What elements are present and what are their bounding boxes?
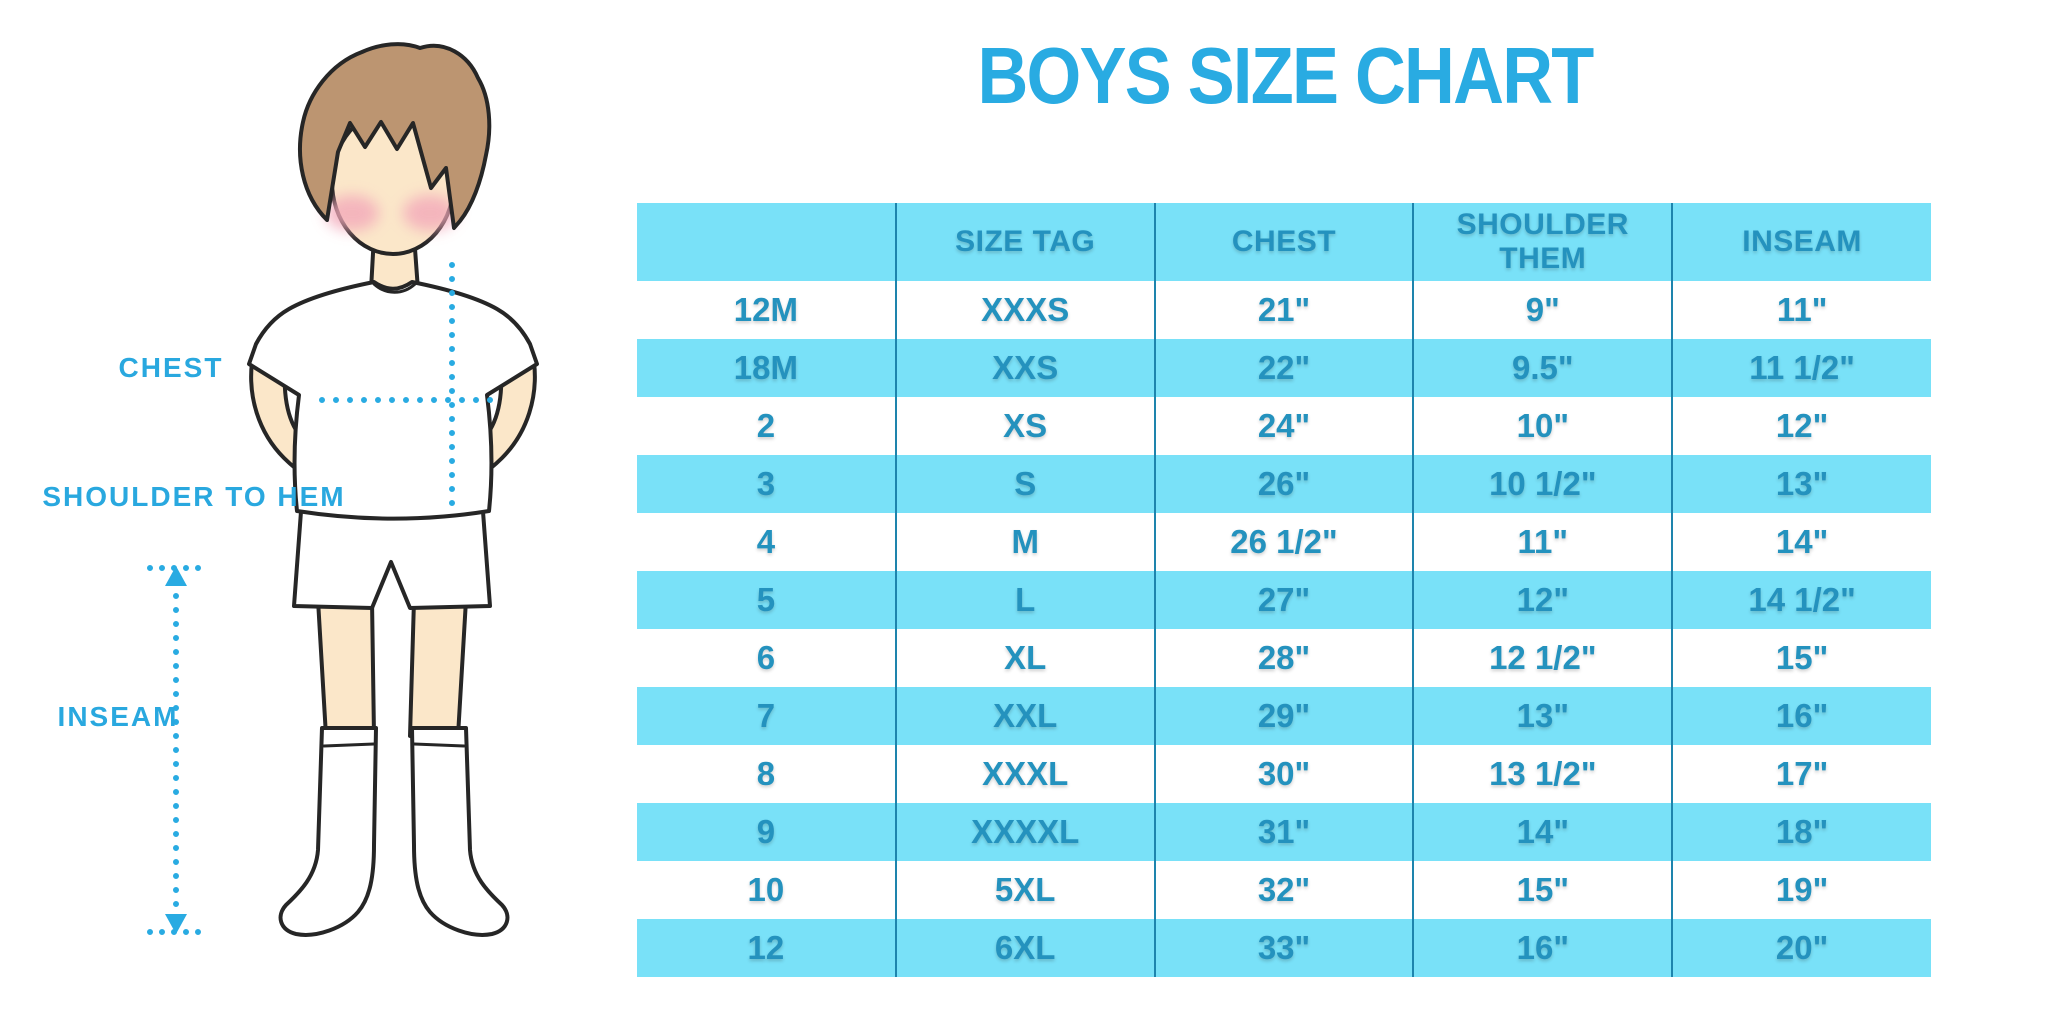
table-cell: 15" xyxy=(1412,861,1673,919)
size-row-9: 9 XXXXL 31" 14" 18" xyxy=(637,803,1931,861)
table-cell: XXS xyxy=(894,339,1155,397)
table-cell: 26 1/2" xyxy=(1153,513,1414,571)
boy-collar-line xyxy=(372,282,417,294)
boy-hair xyxy=(298,42,492,230)
table-cell: 7 xyxy=(637,687,896,745)
table-cell: 33" xyxy=(1153,919,1414,977)
size-row-7: 7 XXL 29" 13" 16" xyxy=(637,687,1931,745)
table-cell: 12" xyxy=(1412,571,1673,629)
chest-label: CHEST xyxy=(118,352,224,383)
table-cell: XXL xyxy=(894,687,1155,745)
table-cell: 8 xyxy=(756,755,776,792)
table-cell: 9" xyxy=(1412,281,1673,339)
table-cell: 6 xyxy=(756,639,776,676)
table-cell: 4 xyxy=(756,523,776,560)
table-cell: 11" xyxy=(1671,281,1931,339)
table-cell: L xyxy=(894,571,1155,629)
column-header-shoulder-them: SHOULDER THEM xyxy=(1412,203,1673,281)
table-cell: 11 1/2" xyxy=(1671,339,1931,397)
table-cell: S xyxy=(894,455,1155,513)
table-cell: 5 xyxy=(637,571,896,629)
table-cell: 14" xyxy=(1412,803,1673,861)
table-cell: XXXXL xyxy=(894,803,1155,861)
table-cell: 9.5" xyxy=(1412,339,1673,397)
size-row-12m: 12M XXXS 21" 9" 11" xyxy=(637,281,1931,339)
boy-left-sock-cuff xyxy=(322,742,376,748)
table-cell: 20" xyxy=(1671,919,1931,977)
inseam-label: INSEAM xyxy=(57,701,179,732)
size-row-2: 2 XS 24" 10" 12" xyxy=(637,397,1931,455)
table-cell: 15" xyxy=(1671,629,1931,687)
boy-measurement-illustration xyxy=(147,42,539,937)
table-cell: 13" xyxy=(1412,687,1673,745)
table-cell: 31" xyxy=(1153,803,1414,861)
page-title: BOYS SIZE CHART xyxy=(977,31,1594,120)
table-cell: 13 1/2" xyxy=(1412,745,1673,803)
table-cell: 14 1/2" xyxy=(1671,571,1931,629)
table-cell: XXXS xyxy=(894,281,1155,339)
table-cell: 28" xyxy=(1153,629,1414,687)
table-cell: 29" xyxy=(1153,687,1414,745)
column-header-chest: CHEST xyxy=(1153,203,1414,281)
table-cell: XL xyxy=(894,629,1155,687)
table-cell: 3 xyxy=(637,455,896,513)
table-cell: 12" xyxy=(1671,397,1931,455)
table-cell: 10" xyxy=(1412,397,1673,455)
table-cell: 32" xyxy=(1153,861,1414,919)
table-cell: XS xyxy=(894,397,1155,455)
size-table-head: SIZE TAG CHEST SHOULDER THEM INSEAM xyxy=(637,203,1931,281)
table-cell: XXXL xyxy=(894,745,1155,803)
boy-right-sock-cuff xyxy=(412,742,466,748)
table-cell: 11" xyxy=(1412,513,1673,571)
size-table-body: 12M XXXS 21" 9" 11" 18M XXS 22" 9.5" 11 1/2" 2 XS 24… xyxy=(637,281,1931,977)
boy-left-sock xyxy=(278,726,378,937)
size-row-12: 12 6XL 33" 16" 20" xyxy=(637,919,1931,977)
table-cell: 10 1/2" xyxy=(1412,455,1673,513)
table-cell: M xyxy=(894,513,1155,571)
table-cell: 26" xyxy=(1153,455,1414,513)
boy-blush-cheeks xyxy=(325,195,457,231)
inseam-measure-line xyxy=(147,565,207,935)
table-cell: 12M xyxy=(733,291,798,328)
column-header-empty xyxy=(637,203,896,281)
table-cell: 14" xyxy=(1671,513,1931,571)
table-cell: 12 xyxy=(637,919,896,977)
table-cell: 9 xyxy=(637,803,896,861)
boy-shorts xyxy=(292,496,492,610)
column-header-inseam: INSEAM xyxy=(1671,203,1931,281)
table-cell: 27" xyxy=(1153,571,1414,629)
table-cell: 12 1/2" xyxy=(1412,629,1673,687)
table-cell: 6XL xyxy=(894,919,1155,977)
table-cell: 24" xyxy=(1153,397,1414,455)
table-cell: 16" xyxy=(1412,919,1673,977)
size-table: SIZE TAG CHEST SHOULDER THEM INSEAM 12M XXXS… xyxy=(637,203,1931,977)
table-cell: 22" xyxy=(1153,339,1414,397)
shoulder-to-hem-label: SHOULDER TO HEM xyxy=(42,481,346,512)
header-row: SIZE TAG CHEST SHOULDER THEM INSEAM xyxy=(637,203,1931,281)
size-row-4: 4 M 26 1/2" 11" 14" xyxy=(637,513,1931,571)
table-cell: 10 xyxy=(747,871,785,908)
boy-right-sock xyxy=(410,726,510,937)
size-row-6: 6 XL 28" 12 1/2" 15" xyxy=(637,629,1931,687)
table-cell: 13" xyxy=(1671,455,1931,513)
table-cell: 21" xyxy=(1153,281,1414,339)
column-header-size-tag: SIZE TAG xyxy=(894,203,1155,281)
boy-right-leg xyxy=(408,598,468,738)
table-cell: 17" xyxy=(1671,745,1931,803)
size-row-5: 5 L 27" 12" 14 1/2" xyxy=(637,571,1931,629)
size-row-18m: 18M XXS 22" 9.5" 11 1/2" xyxy=(637,339,1931,397)
table-cell: 16" xyxy=(1671,687,1931,745)
table-cell: 5XL xyxy=(894,861,1155,919)
table-cell: 30" xyxy=(1153,745,1414,803)
table-cell: 18" xyxy=(1671,803,1931,861)
table-cell: 18M xyxy=(637,339,896,397)
size-row-3: 3 S 26" 10 1/2" 13" xyxy=(637,455,1931,513)
size-row-8: 8 XXXL 30" 13 1/2" 17" xyxy=(637,745,1931,803)
table-cell: 19" xyxy=(1671,861,1931,919)
boy-left-leg xyxy=(316,598,376,738)
size-row-10: 10 5XL 32" 15" 19" xyxy=(637,861,1931,919)
table-cell: 2 xyxy=(756,407,776,444)
